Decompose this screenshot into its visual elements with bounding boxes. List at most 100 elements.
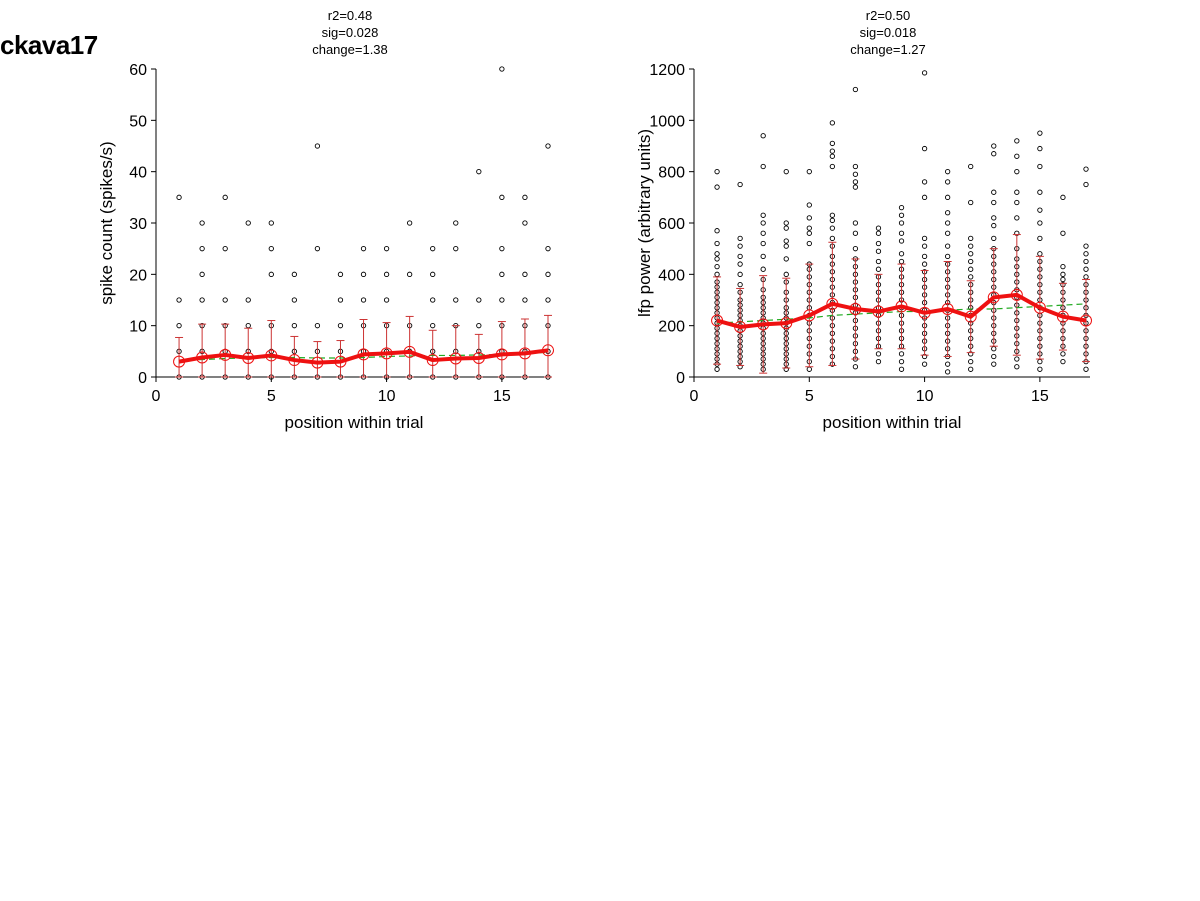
data-point [991,143,997,149]
data-point [291,297,298,303]
mean-marker [1080,314,1092,327]
mean-marker [518,347,531,360]
mean-marker [173,355,186,368]
chart-title-line: change=1.27 [850,42,926,57]
data-point [1060,194,1066,200]
data-point [968,251,974,257]
data-point [852,230,859,236]
data-point [829,163,836,170]
data-point [921,361,928,367]
mean-marker [918,306,931,319]
mean-marker [1056,310,1069,323]
chart-title-line: sig=0.028 [322,25,379,40]
mean-marker [872,305,885,318]
data-point [1037,235,1043,242]
data-point [1014,215,1020,221]
mean-marker [542,344,554,357]
chart-title-line: r2=0.48 [328,8,372,23]
data-point [875,248,882,254]
data-point [737,181,743,188]
data-point [314,143,321,149]
data-point [1060,271,1066,277]
data-point [430,323,436,329]
data-point [991,215,997,221]
data-point [806,225,812,231]
data-point [783,256,789,262]
data-point [406,271,413,277]
data-point [898,238,905,244]
data-point [944,230,951,236]
mean-marker [219,348,232,361]
y-tick-label: 50 [129,113,147,130]
data-point [383,297,390,303]
data-point [829,153,836,159]
data-point [383,246,390,252]
data-point [737,261,743,267]
data-point [760,163,766,170]
data-point [1083,266,1089,272]
data-point [875,240,882,247]
data-point [1037,207,1043,213]
data-point [898,258,905,265]
data-point [714,251,720,257]
data-point [222,297,228,303]
data-point [806,230,812,236]
data-point [968,274,974,280]
data-point [829,235,836,242]
data-point [852,246,859,252]
data-point [360,246,367,252]
data-point [806,240,812,247]
x-tick-label: 15 [493,388,511,405]
data-point [875,258,882,265]
data-point [1060,351,1066,357]
data-point [360,271,367,277]
page-title: ckava17 [0,30,98,60]
data-point [991,199,997,206]
data-point [737,271,743,277]
data-point [921,179,928,185]
data-point [522,297,528,303]
data-point [291,271,298,277]
x-tick-label: 10 [916,388,934,405]
data-point [199,220,205,226]
mean-marker [826,297,839,310]
data-point [875,230,882,236]
data-point [1083,258,1089,265]
y-tick-label: 60 [129,62,147,79]
data-point [268,246,274,252]
data-point [714,366,720,372]
data-point [898,251,905,257]
mean-marker [1010,288,1023,301]
data-point [1083,243,1089,249]
y-tick-label: 400 [658,267,685,284]
x-axis-label: position within trial [823,413,962,432]
data-point [898,351,905,357]
data-point [476,297,482,303]
data-point [783,169,789,175]
data-point [1014,169,1020,175]
y-tick-label: 40 [129,165,147,182]
data-point [430,271,436,277]
x-tick-label: 0 [152,388,161,405]
data-point [1037,358,1043,365]
data-point [760,220,766,226]
data-point [783,220,789,226]
data-point [806,202,812,208]
data-point [760,266,766,272]
data-point [968,258,974,265]
mean-marker [472,352,485,365]
data-point [852,171,859,177]
data-point [991,235,997,242]
data-point [875,358,882,365]
data-point [829,225,836,231]
data-point [337,297,344,303]
data-point [337,323,344,329]
mean-marker [941,302,954,315]
data-point [944,361,951,367]
data-point [829,217,836,224]
data-point [245,323,251,329]
data-point [522,271,528,277]
data-point [545,143,551,149]
x-tick-label: 10 [378,388,396,405]
data-point [1037,366,1043,372]
